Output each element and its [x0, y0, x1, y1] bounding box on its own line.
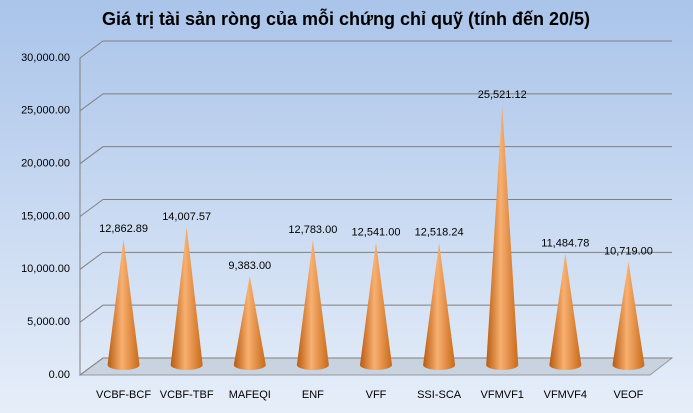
- data-label: 12,541.00: [352, 226, 401, 238]
- data-label: 9,383.00: [228, 260, 271, 272]
- grid-line: [79, 304, 672, 323]
- grid-line: [79, 199, 672, 217]
- cone: [486, 105, 519, 370]
- cone-body: [170, 226, 203, 370]
- cone-body: [107, 239, 140, 370]
- cone: [107, 239, 140, 370]
- cone-body: [549, 253, 582, 370]
- cone-body: [612, 261, 645, 370]
- cone: [170, 226, 203, 370]
- x-tick-label: VCBF-TBF: [160, 389, 214, 401]
- x-tick-label: ENF: [302, 389, 324, 401]
- cone-body: [233, 275, 266, 370]
- cone-body: [296, 239, 329, 370]
- x-tick-label: VCBF-BCF: [96, 389, 151, 401]
- x-tick-label: SSI-SCA: [417, 389, 462, 401]
- data-label: 11,484.78: [541, 238, 589, 250]
- x-tick-label: VFMVF1: [481, 389, 524, 401]
- data-label: 12,783.00: [288, 224, 337, 236]
- y-tick-label: 30,000.00: [21, 52, 70, 64]
- cone: [360, 242, 392, 370]
- grid-line: [79, 251, 672, 270]
- x-tick-label: VFMVF4: [544, 389, 587, 401]
- grid-line: [79, 93, 672, 112]
- grid-line: [79, 40, 672, 59]
- chart-title: Giá trị tài sản ròng của mỗi chứng chỉ q…: [102, 8, 590, 29]
- cone: [549, 253, 582, 370]
- cone-body: [486, 105, 519, 370]
- cone-body: [360, 242, 392, 370]
- y-tick-label: 0.00: [49, 369, 70, 381]
- y-tick-label: 5,000.00: [27, 316, 70, 328]
- y-tick-label: 10,000.00: [21, 263, 70, 275]
- grid-line: [79, 357, 672, 376]
- cone: [612, 261, 645, 370]
- cone: [423, 242, 456, 370]
- data-label: 12,862.89: [99, 223, 148, 235]
- x-tick-label: VFF: [366, 389, 387, 401]
- grid-line: [79, 146, 672, 165]
- x-tick-label: MAFEQI: [229, 389, 271, 401]
- x-tick-label: VEOF: [613, 389, 643, 401]
- y-tick-label: 15,000.00: [21, 210, 70, 222]
- data-label: 10,719.00: [604, 246, 653, 258]
- y-tick-label: 25,000.00: [21, 105, 70, 117]
- cone-body: [423, 242, 456, 370]
- data-label: 25,521.12: [478, 89, 527, 101]
- data-label: 14,007.57: [162, 211, 211, 223]
- cone: [233, 275, 266, 370]
- cone: [296, 239, 329, 370]
- data-label: 12,518.24: [415, 227, 464, 239]
- y-tick-label: 20,000.00: [21, 158, 70, 170]
